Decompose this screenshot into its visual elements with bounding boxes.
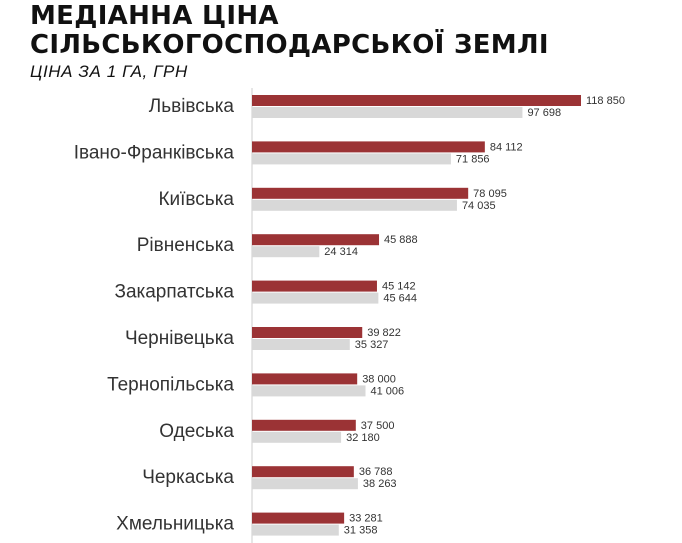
data-label: 38 000: [362, 373, 396, 385]
bar-series-b: [252, 246, 320, 258]
bar-series-b: [252, 199, 457, 211]
bar-series-a: [252, 419, 356, 431]
data-label: 84 112: [490, 141, 523, 153]
bar-series-a: [252, 466, 354, 478]
category-label: Івано-Франківська: [74, 142, 235, 163]
bar-series-a: [252, 280, 377, 292]
bar-series-b: [252, 524, 339, 536]
data-label: 31 358: [344, 525, 378, 537]
bar-series-b: [252, 107, 523, 118]
data-label: 33 281: [349, 513, 383, 525]
title-line-1: МЕДІАННА ЦІНА: [30, 1, 279, 31]
category-label: Рівненська: [137, 235, 235, 256]
category-label: Одеська: [159, 421, 234, 442]
data-label: 45 888: [384, 234, 418, 246]
data-label: 97 698: [527, 107, 561, 119]
data-label: 78 095: [473, 188, 507, 200]
category-label: Чернівецька: [125, 328, 234, 349]
data-label: 37 500: [361, 420, 395, 432]
bar-series-b: [252, 431, 342, 443]
data-label: 118 850: [586, 95, 625, 107]
category-label: Черкаська: [142, 467, 234, 488]
category-label: Тернопільська: [107, 374, 234, 395]
bar-series-a: [252, 187, 469, 199]
bar-series-a: [252, 512, 345, 524]
bar-series-b: [252, 153, 451, 165]
data-label: 45 142: [382, 281, 416, 293]
data-label: 71 856: [456, 153, 490, 165]
title-line-2: СІЛЬСЬКОГОСПОДАРСЬКОЇ ЗЕМЛІ: [30, 30, 549, 60]
bar-series-a: [252, 141, 485, 153]
bar-series-a: [252, 327, 363, 338]
data-label: 41 006: [371, 385, 405, 397]
bar-series-a: [252, 95, 581, 106]
data-label: 38 263: [363, 478, 397, 490]
bar-series-b: [252, 385, 366, 397]
category-label: Закарпатська: [114, 282, 234, 303]
data-label: 24 314: [324, 246, 358, 258]
data-label: 74 035: [462, 200, 496, 212]
bar-series-a: [252, 234, 380, 246]
category-label: Київська: [158, 189, 234, 210]
category-label: Львівська: [149, 96, 235, 117]
bar-series-b: [252, 339, 350, 350]
data-label: 36 788: [359, 466, 393, 478]
bar-series-a: [252, 373, 358, 385]
chart-title: МЕДІАННА ЦІНА СІЛЬСЬКОГОСПОДАРСЬКОЇ ЗЕМЛ…: [30, 2, 549, 60]
bar-series-b: [252, 478, 358, 490]
data-label: 35 327: [355, 339, 389, 351]
data-label: 39 822: [367, 327, 401, 339]
category-label: Хмельницька: [116, 514, 234, 535]
data-label: 45 644: [383, 293, 417, 305]
bar-series-b: [252, 292, 379, 304]
chart-subtitle: ЦІНА ЗА 1 ГА, ГРН: [30, 62, 188, 81]
data-label: 32 180: [346, 432, 380, 444]
